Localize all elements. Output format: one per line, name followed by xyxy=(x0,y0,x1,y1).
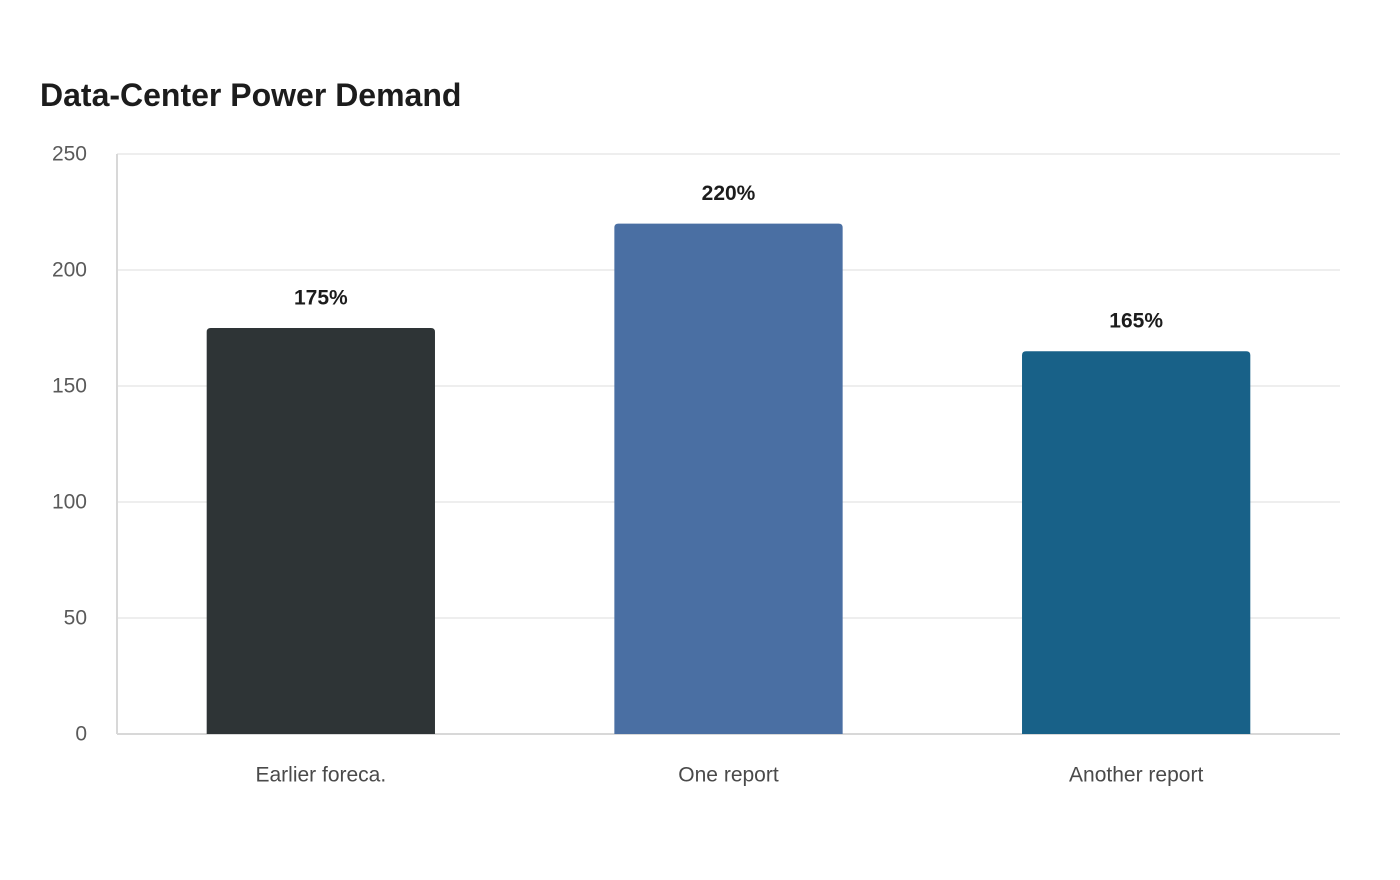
x-tick-label: Earlier foreca. xyxy=(255,764,386,787)
y-tick-label: 100 xyxy=(52,491,87,514)
bar xyxy=(614,223,843,734)
x-tick-label: One report xyxy=(678,764,779,787)
y-tick-label: 200 xyxy=(52,259,87,282)
y-tick-label: 150 xyxy=(52,375,87,398)
bar-value-label: 175% xyxy=(294,287,348,310)
bar xyxy=(206,328,435,734)
bar xyxy=(1022,351,1251,734)
chart-title: Data-Center Power Demand xyxy=(40,77,462,113)
x-tick-label: Another report xyxy=(1069,764,1203,787)
bar-value-label: 165% xyxy=(1109,310,1163,333)
bar-value-label: 220% xyxy=(702,182,756,205)
y-tick-label: 250 xyxy=(52,143,87,166)
x-axis-ticks: Earlier foreca. One report Another report xyxy=(255,764,1203,787)
y-axis-ticks: 0 50 100 150 200 250 xyxy=(52,143,87,746)
y-tick-label: 0 xyxy=(75,723,87,746)
data-labels: 175% 220% 165% xyxy=(294,182,1163,333)
bars xyxy=(206,223,1251,734)
y-tick-label: 50 xyxy=(64,607,87,630)
